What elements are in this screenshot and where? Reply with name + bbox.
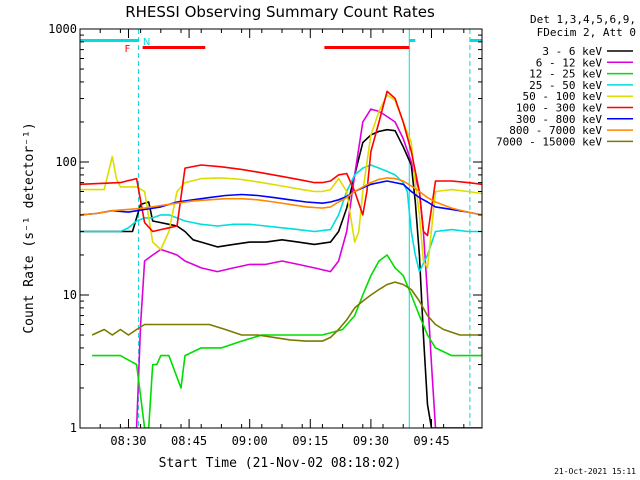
series-line-3 (92, 254, 482, 428)
x-axis-label: Start Time (21-Nov-02 08:18:02) (159, 456, 402, 471)
flag-bar-3 (324, 46, 410, 49)
footer-timestamp: 21-Oct-2021 15:11 (554, 467, 636, 476)
series-line-1 (80, 128, 482, 428)
y-tick-label-1000: 1000 (48, 22, 77, 36)
legend-label-5: 50 - 100 keV (523, 90, 603, 103)
legend-label-2: 6 - 12 keV (536, 56, 603, 69)
x-tick-label-5: 09:30 (353, 434, 389, 448)
legend-label-8: 800 - 7000 keV (509, 124, 602, 137)
flag-bar-2 (142, 46, 206, 49)
y-tick-label-1: 1 (70, 421, 77, 435)
y-tick-label-10: 10 (63, 288, 77, 302)
legend-header-line-1: Det 1,3,4,5,6,9, (530, 13, 636, 26)
x-axis: 08:30 08:45 09:00 09:15 09:30 09:45 (79, 29, 465, 448)
series-line-8 (80, 177, 482, 216)
flag-bar-5 (469, 39, 482, 42)
flag-label-n: N (143, 37, 150, 48)
series-line-4 (80, 164, 482, 273)
legend-label-9: 7000 - 15000 keV (496, 135, 602, 148)
y-axis-label: Count Rate (s⁻¹ detector⁻¹) (22, 122, 37, 333)
x-tick-label-1: 08:30 (110, 434, 146, 448)
x-tick-label-3: 09:00 (232, 434, 268, 448)
series-line-6 (80, 90, 482, 237)
y-tick-label-100: 100 (55, 155, 77, 169)
flag-label-f: F (125, 44, 131, 55)
legend-label-4: 25 - 50 keV (529, 79, 602, 92)
y-axis: 1 10 100 1000 (48, 22, 482, 435)
legend-label-6: 100 - 300 keV (516, 102, 602, 115)
plot-area (80, 29, 482, 428)
x-tick-label-4: 09:15 (292, 434, 328, 448)
flag-bar-4 (409, 39, 416, 42)
x-tick-label-6: 09:45 (413, 434, 449, 448)
flag-bar-1 (80, 39, 139, 42)
legend-label-1: 3 - 6 keV (542, 45, 602, 58)
series-line-5 (80, 94, 482, 269)
series-line-9 (91, 281, 482, 342)
plot-frame (79, 28, 483, 429)
legend-label-7: 300 - 800 keV (516, 113, 602, 126)
chart-title: RHESSI Observing Summary Count Rates (125, 3, 435, 21)
x-tick-label-2: 08:45 (171, 434, 207, 448)
legend-header-line-2: FDecim 2, Att 0 (537, 26, 636, 39)
legend: Det 1,3,4,5,6,9, FDecim 2, Att 0 3 - 6 k… (496, 13, 636, 148)
legend-label-3: 12 - 25 keV (529, 68, 602, 81)
